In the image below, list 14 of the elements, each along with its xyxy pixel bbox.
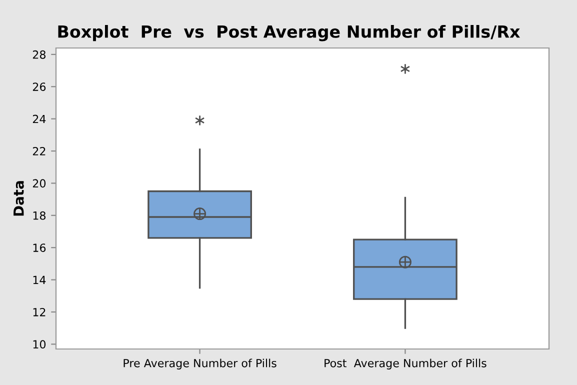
y-tick-label: 18: [33, 211, 46, 220]
y-tick-label: 14: [33, 276, 46, 284]
y-tick-label: 26: [32, 82, 46, 92]
x-tick-label: Post Average Number of Pills: [324, 358, 486, 370]
y-tick-label: 20: [32, 179, 46, 188]
y-tick-label: 16: [33, 244, 46, 252]
y-tick-label: 12: [33, 308, 46, 316]
y-tick-label: 22: [32, 146, 46, 156]
y-axis-title: Data: [14, 181, 24, 216]
chart-title: Boxplot Pre vs Post Average Number of Pills/Rx: [58, 25, 520, 42]
y-tick-label: 28: [32, 50, 46, 59]
y-tick-label: 24: [32, 114, 46, 124]
y-tick-label: 10: [33, 340, 46, 349]
x-tick-label: Pre Average Number of Pills: [124, 358, 276, 370]
